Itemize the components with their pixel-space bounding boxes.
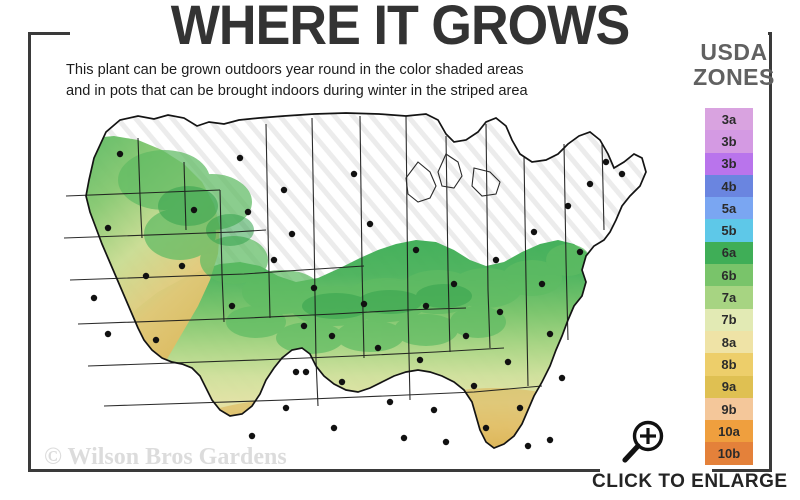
zone-swatch-3b-2: 3b xyxy=(705,152,753,175)
click-to-enlarge-label[interactable]: CLICK TO ENLARGE xyxy=(592,471,788,492)
usda-zones-heading: USDA ZONES xyxy=(672,40,796,90)
frame-edge-right xyxy=(769,32,772,472)
zone-swatch-10a-14: 10a xyxy=(705,420,753,443)
watermark: © Wilson Bros Gardens xyxy=(44,444,287,470)
zone-swatch-7a-8: 7a xyxy=(705,286,753,309)
magnifier-plus-icon[interactable] xyxy=(617,418,669,466)
usda-hardiness-map[interactable] xyxy=(34,110,674,460)
zone-swatch-9b-13: 9b xyxy=(705,397,753,421)
usda-heading-line-2: ZONES xyxy=(693,64,775,90)
zone-swatch-4b-3: 4b xyxy=(705,174,753,198)
frame-edge-left xyxy=(28,32,31,472)
zone-swatch-5b-5: 5b xyxy=(705,219,753,242)
zone-swatch-6a-6: 6a xyxy=(705,241,753,265)
zone-swatch-6b-7: 6b xyxy=(705,264,753,287)
zone-swatch-7b-9: 7b xyxy=(705,308,753,331)
zone-swatch-5a-4: 5a xyxy=(705,197,753,220)
state-boundaries xyxy=(63,115,605,407)
zone-swatch-10b-15: 10b xyxy=(705,442,753,465)
usda-zone-legend: 3a 3b 3b 4b 5a 5b 6a 6b 7a 7b 8a 8b 9a 9b 10a 10b xyxy=(705,108,753,465)
zone-swatch-9a-12: 9a xyxy=(705,375,753,398)
subtitle-block: This plant can be grown outdoors year ro… xyxy=(66,60,646,102)
page-title: WHERE IT GROWS xyxy=(170,0,631,56)
national-outline xyxy=(85,112,647,449)
zone-swatch-3a-0: 3a xyxy=(705,108,753,131)
subtitle-line-2: and in pots that can be brought indoors … xyxy=(66,83,528,99)
zone-swatch-8b-11: 8b xyxy=(705,353,753,376)
city-dots xyxy=(90,150,626,450)
subtitle-line-1: This plant can be grown outdoors year ro… xyxy=(66,62,524,78)
usda-heading-line-1: USDA xyxy=(700,39,768,65)
zone-swatch-3b-1: 3b xyxy=(705,130,753,153)
zone-swatch-8a-10: 8a xyxy=(705,330,753,354)
